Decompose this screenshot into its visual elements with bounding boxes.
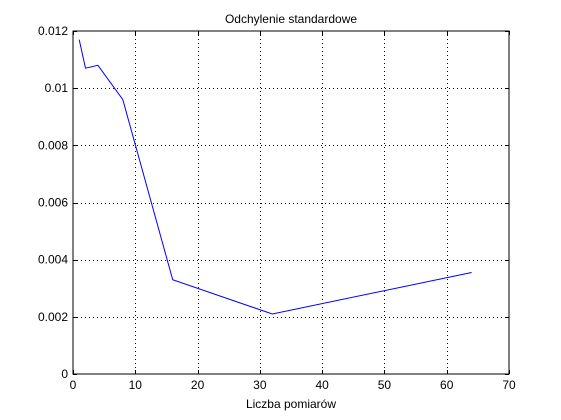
x-tick-label: 20 [191, 378, 205, 392]
grid [73, 31, 509, 374]
series-line [78, 39, 472, 315]
y-tick-label: 0.002 [38, 310, 68, 324]
chart-title: Odchylenie standardowe [225, 12, 357, 26]
x-tick-label: 30 [253, 378, 267, 392]
x-tick-label: 10 [129, 378, 143, 392]
x-axis-label: Liczba pomiarów [246, 397, 336, 411]
y-tick-label: 0.006 [38, 196, 68, 210]
x-tick-label: 0 [70, 378, 77, 392]
x-tick-label: 50 [378, 378, 392, 392]
y-tick-label: 0.004 [38, 253, 68, 267]
x-tick-label: 40 [315, 378, 329, 392]
y-tick-label: 0.008 [38, 138, 68, 152]
ticks: 0 10 20 30 40 50 60 70 0 0.002 0.004 0.006 0.008 0.01… [38, 24, 516, 392]
y-tick-label: 0.012 [38, 24, 68, 38]
plot-frame [72, 30, 510, 375]
x-tick-label: 60 [440, 378, 454, 392]
y-tick-label: 0.01 [45, 81, 69, 95]
x-tick-label: 70 [502, 378, 516, 392]
plot-area [73, 31, 509, 374]
y-tick-label: 0 [61, 367, 68, 381]
series-layer [78, 39, 472, 315]
